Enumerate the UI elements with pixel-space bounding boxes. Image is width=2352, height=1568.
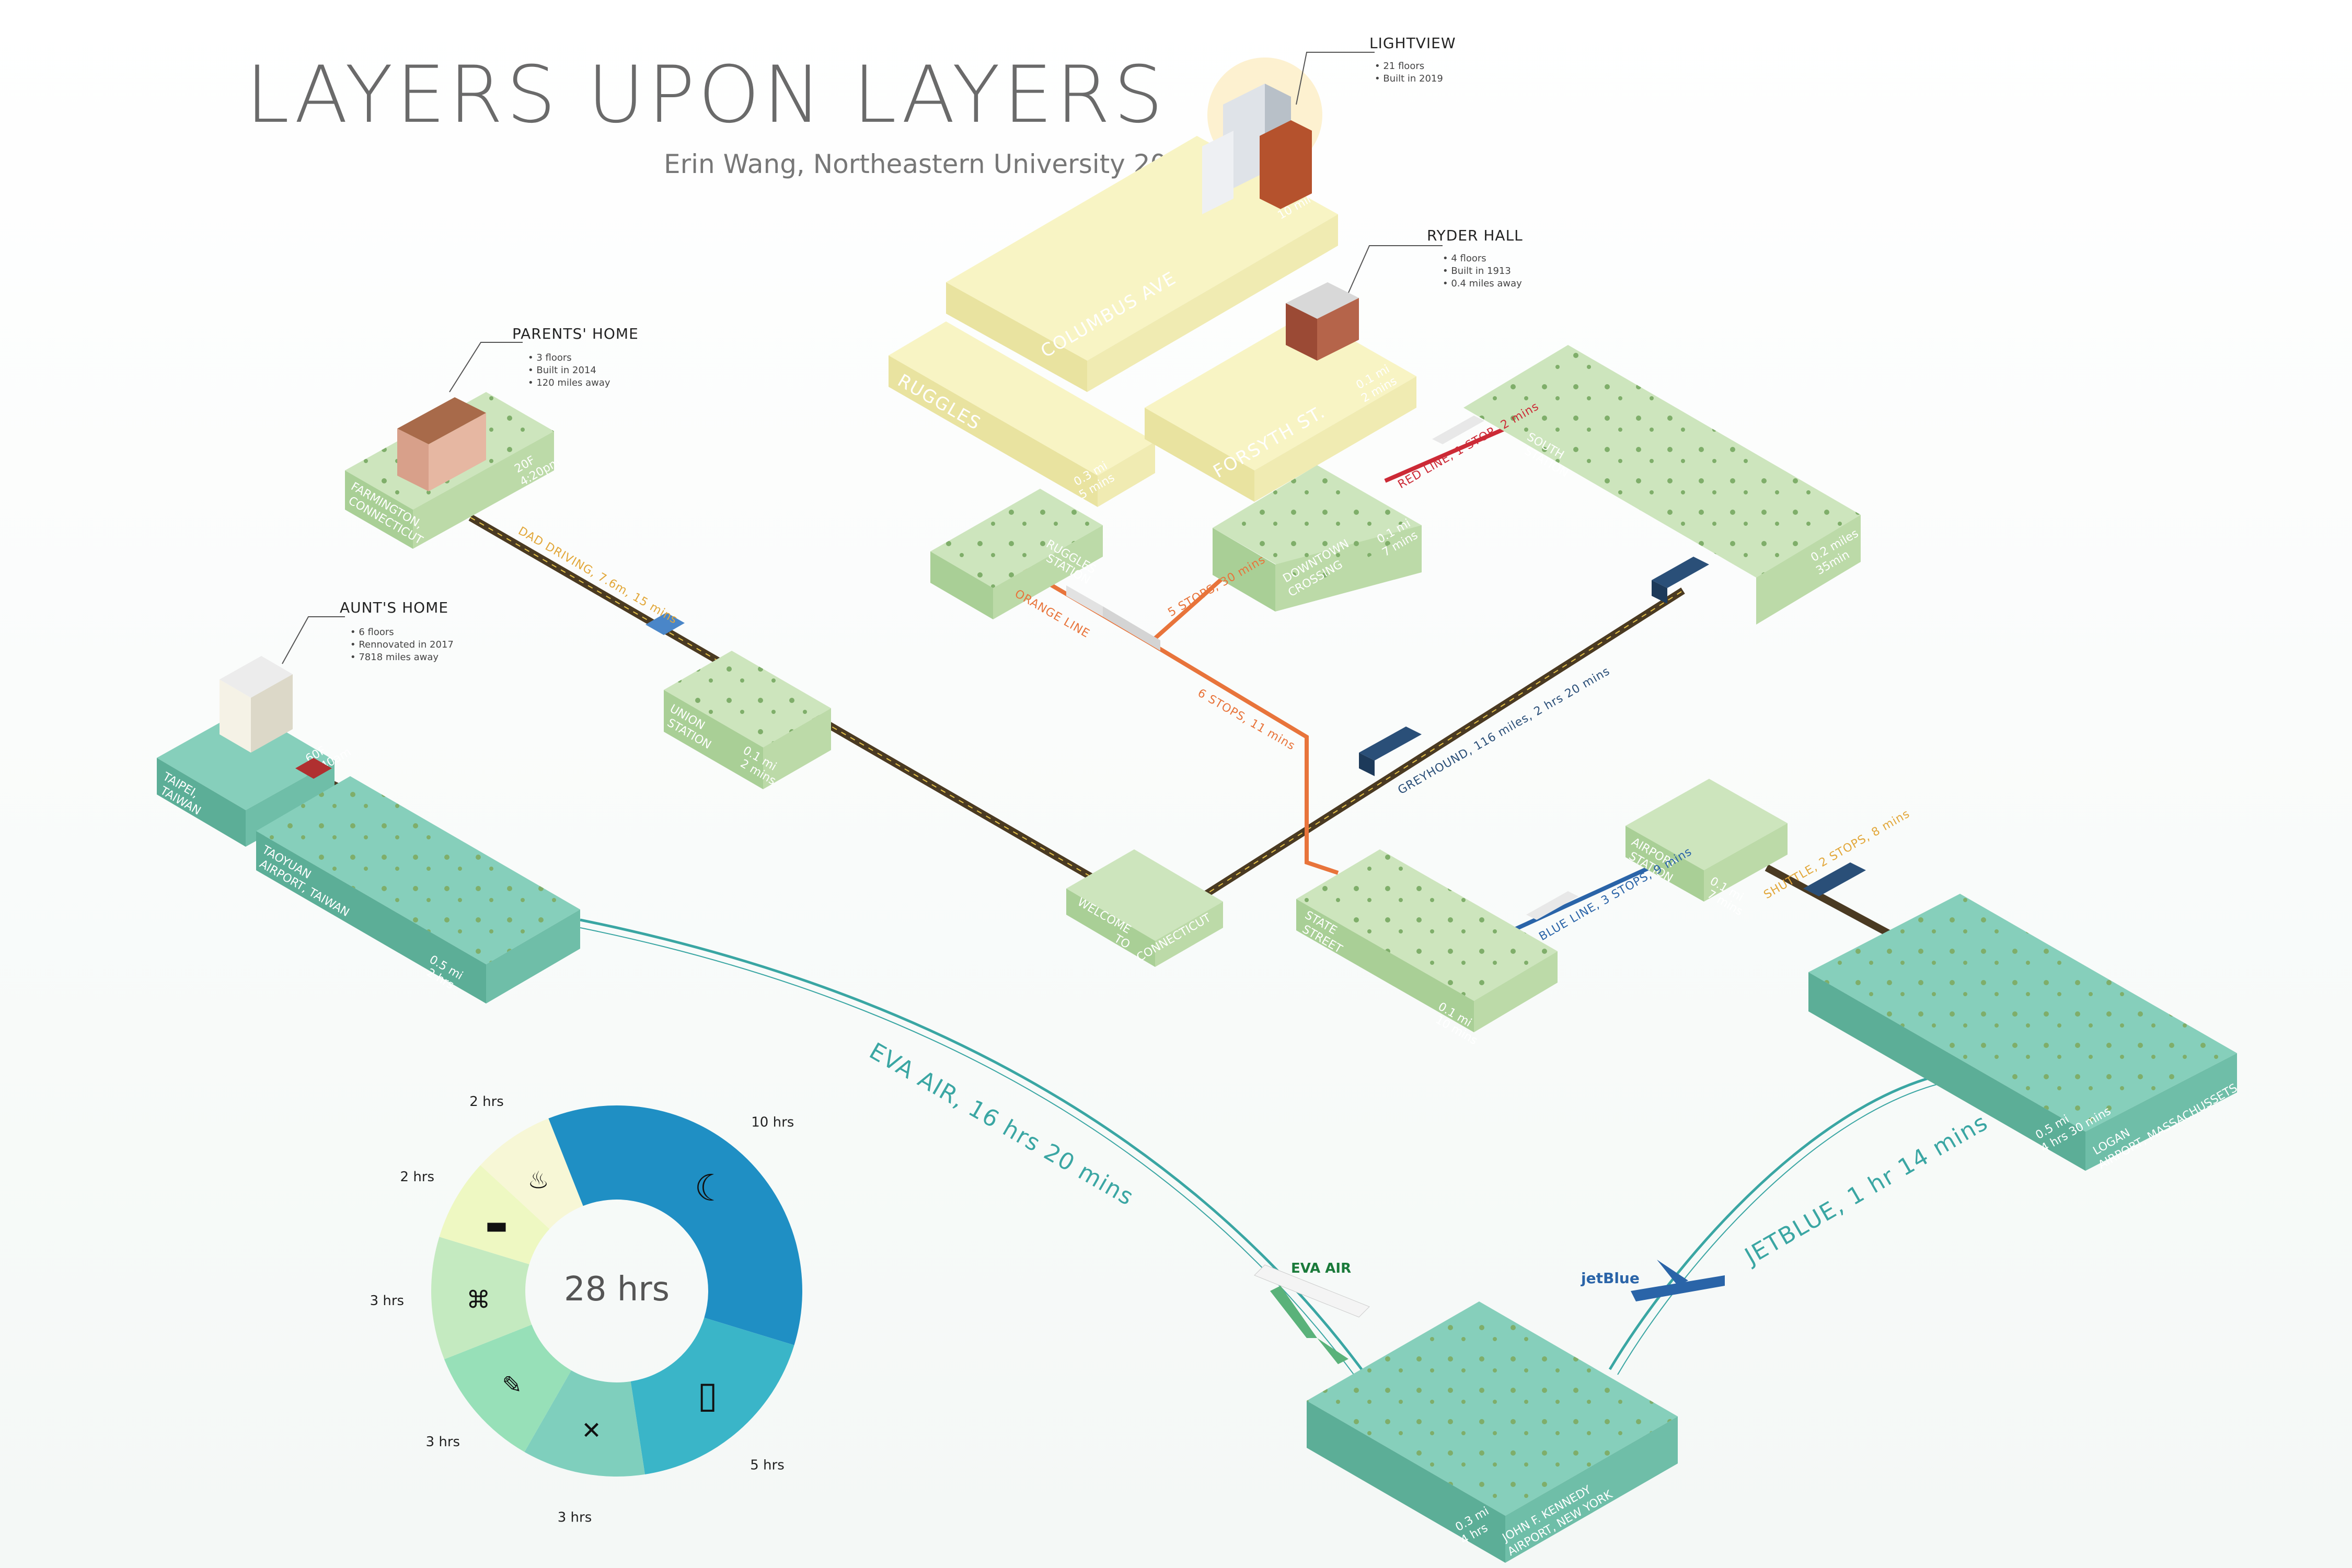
donut-slice-label: 3 hrs xyxy=(370,1293,405,1309)
donut-slice-label: 2 hrs xyxy=(469,1094,504,1110)
greyhound-bus-2 xyxy=(1652,557,1709,604)
phone-icon: ▯ xyxy=(697,1373,718,1416)
lightview-building xyxy=(1202,57,1322,214)
jetblue-flight-path xyxy=(1608,1075,1934,1370)
sleep-icon: ☾ xyxy=(694,1167,727,1209)
route-label-dad: DAD DRIVING, 7.6m, 15 mins xyxy=(516,525,680,627)
block-taoyuan: TAOYUAN AIRPORT, TAIWAN 0.5 mi 2 hrs xyxy=(256,776,580,1004)
greyhound-bus-1 xyxy=(1359,727,1422,776)
shuttle-bus xyxy=(1803,862,1866,896)
donut-center-label: 28 hrs xyxy=(564,1270,670,1309)
route-label-eva: EVA AIR, 16 hrs 20 mins xyxy=(865,1037,1139,1211)
block-jfk: JOHN F. KENNEDY AIRPORT, NEW YORK 0.3 mi… xyxy=(1307,1301,1678,1563)
page-title: LAYERS UPON LAYERS xyxy=(246,50,1167,141)
callout-lightview-title: LIGHTVIEW xyxy=(1369,34,1456,52)
block-logan: LOGAN AIRPORT, MASSACHUSSETS 0.5 mi 4 hr… xyxy=(1808,894,2240,1172)
callout-lightview: LIGHTVIEW • 21 floors • Built in 2019 xyxy=(1296,34,1456,105)
block-welcome-ct: WELCOME TO CONNECTICUT xyxy=(1066,849,1223,967)
route-label-blue: BLUE LINE, 3 STOPS, 9 mins xyxy=(1537,845,1694,943)
car-blue xyxy=(645,613,685,635)
red-line-train xyxy=(1432,416,1484,444)
block-ruggles: RUGGLES 0.3 mi 5 mins xyxy=(889,321,1155,507)
blue-line xyxy=(1489,855,1674,943)
callout-aunt: AUNT'S HOME • 6 floors • Rennovated in 2… xyxy=(282,599,454,664)
callout-ryder-line-2: • Built in 1913 xyxy=(1443,266,1511,276)
block-ruggles-station: RUGGLES STATION xyxy=(930,489,1103,619)
movie-icon: ▬ xyxy=(485,1211,508,1239)
callout-ryder-title: RYDER HALL xyxy=(1427,227,1523,244)
callout-lightview-line-1: • 21 floors xyxy=(1375,61,1424,72)
aunts-home-building xyxy=(220,656,293,753)
callout-ryder-line-3: • 0.4 miles away xyxy=(1443,278,1522,289)
callout-aunt-line-1: • 6 floors xyxy=(350,627,394,638)
time-donut-chart: ☾ 10 hrs ▯ 5 hrs ✕ 3 hrs ✎ 3 hrs ⌘ 3 hrs ▬ 2 hrs ♨ 2 … xyxy=(370,1094,802,1526)
callout-lightview-line-2: • Built in 2019 xyxy=(1375,73,1443,84)
road-shuttle xyxy=(1765,864,1905,944)
donut-slice xyxy=(480,1118,583,1229)
callout-parents-line-3: • 120 miles away xyxy=(528,377,610,388)
callout-aunt-title: AUNT'S HOME xyxy=(340,599,448,616)
page-subtitle: Erin Wang, Northeastern University 2021 xyxy=(664,149,1201,179)
callout-parents-line-1: • 3 floors xyxy=(528,352,572,363)
donut-slice-label: 3 hrs xyxy=(558,1510,592,1526)
block-downtown: DOWNTOWN CROSSING 0.1 mi 7 mins xyxy=(1213,465,1422,612)
donut-slice-label: 2 hrs xyxy=(400,1169,435,1185)
callout-ryder: RYDER HALL • 4 floors • Built in 1913 • … xyxy=(1348,227,1523,293)
donut-slice xyxy=(439,1165,550,1264)
gaming-icon: ⌘ xyxy=(466,1286,490,1314)
blue-line-train xyxy=(1526,891,1578,920)
donut-slice xyxy=(524,1370,645,1477)
block-south-station: SOUTH STATION 0.2 miles 35min xyxy=(1463,345,1861,625)
block-state-street: STATE STREET 0.1 mi 10 mins xyxy=(1296,849,1558,1047)
donut-slice-label: 3 hrs xyxy=(426,1434,460,1450)
donut-slice xyxy=(444,1324,571,1452)
donut-slice-label: 5 hrs xyxy=(750,1458,785,1473)
eva-air-plane: EVA AIR xyxy=(1254,1261,1370,1364)
massage-chair-icon: ♨ xyxy=(527,1166,549,1194)
route-label-jetblue: JETBLUE, 1 hr 14 mins xyxy=(1739,1109,1992,1271)
block-forsyth: FORSYTH ST. 0.1 mi 2 mins xyxy=(1145,314,1416,502)
food-icon: ✕ xyxy=(581,1416,602,1445)
callout-parents-line-2: • Built in 2014 xyxy=(528,365,596,376)
route-label-greyhound: GREYHOUND, 116 miles, 2 hrs 20 mins xyxy=(1396,665,1612,798)
block-columbus-ave: COLUMBUS AVE 0.2 mi 10 mins xyxy=(946,136,1338,392)
donut-slice-label: 10 hrs xyxy=(751,1115,794,1131)
jetblue-plane: jetBlue xyxy=(1581,1260,1725,1301)
car-red xyxy=(295,758,332,779)
callout-aunt-line-3: • 7818 miles away xyxy=(350,652,439,663)
callout-parents: PARENTS' HOME • 3 floors • Built in 2014… xyxy=(449,325,639,393)
reading-icon: ✎ xyxy=(502,1370,522,1399)
block-union-station: UNION STATION 0.1 mi 2 mins xyxy=(664,651,831,789)
ryder-hall-building xyxy=(1286,282,1359,361)
donut-slice xyxy=(431,1237,532,1359)
eva-air-logo: EVA AIR xyxy=(1291,1261,1351,1276)
callout-ryder-line-1: • 4 floors xyxy=(1443,253,1486,264)
jetblue-logo: jetBlue xyxy=(1581,1270,1640,1287)
parents-home-building xyxy=(397,397,486,491)
callout-aunt-line-2: • Rennovated in 2017 xyxy=(350,639,454,650)
callout-parents-title: PARENTS' HOME xyxy=(512,325,639,342)
orange-line-train xyxy=(1066,585,1160,651)
donut-slice xyxy=(630,1318,794,1474)
block-airport-station: AIRPORT STATION 0.1 mi 7 mins xyxy=(1625,779,1788,918)
donut-slice xyxy=(548,1105,802,1345)
red-line xyxy=(1384,426,1506,483)
